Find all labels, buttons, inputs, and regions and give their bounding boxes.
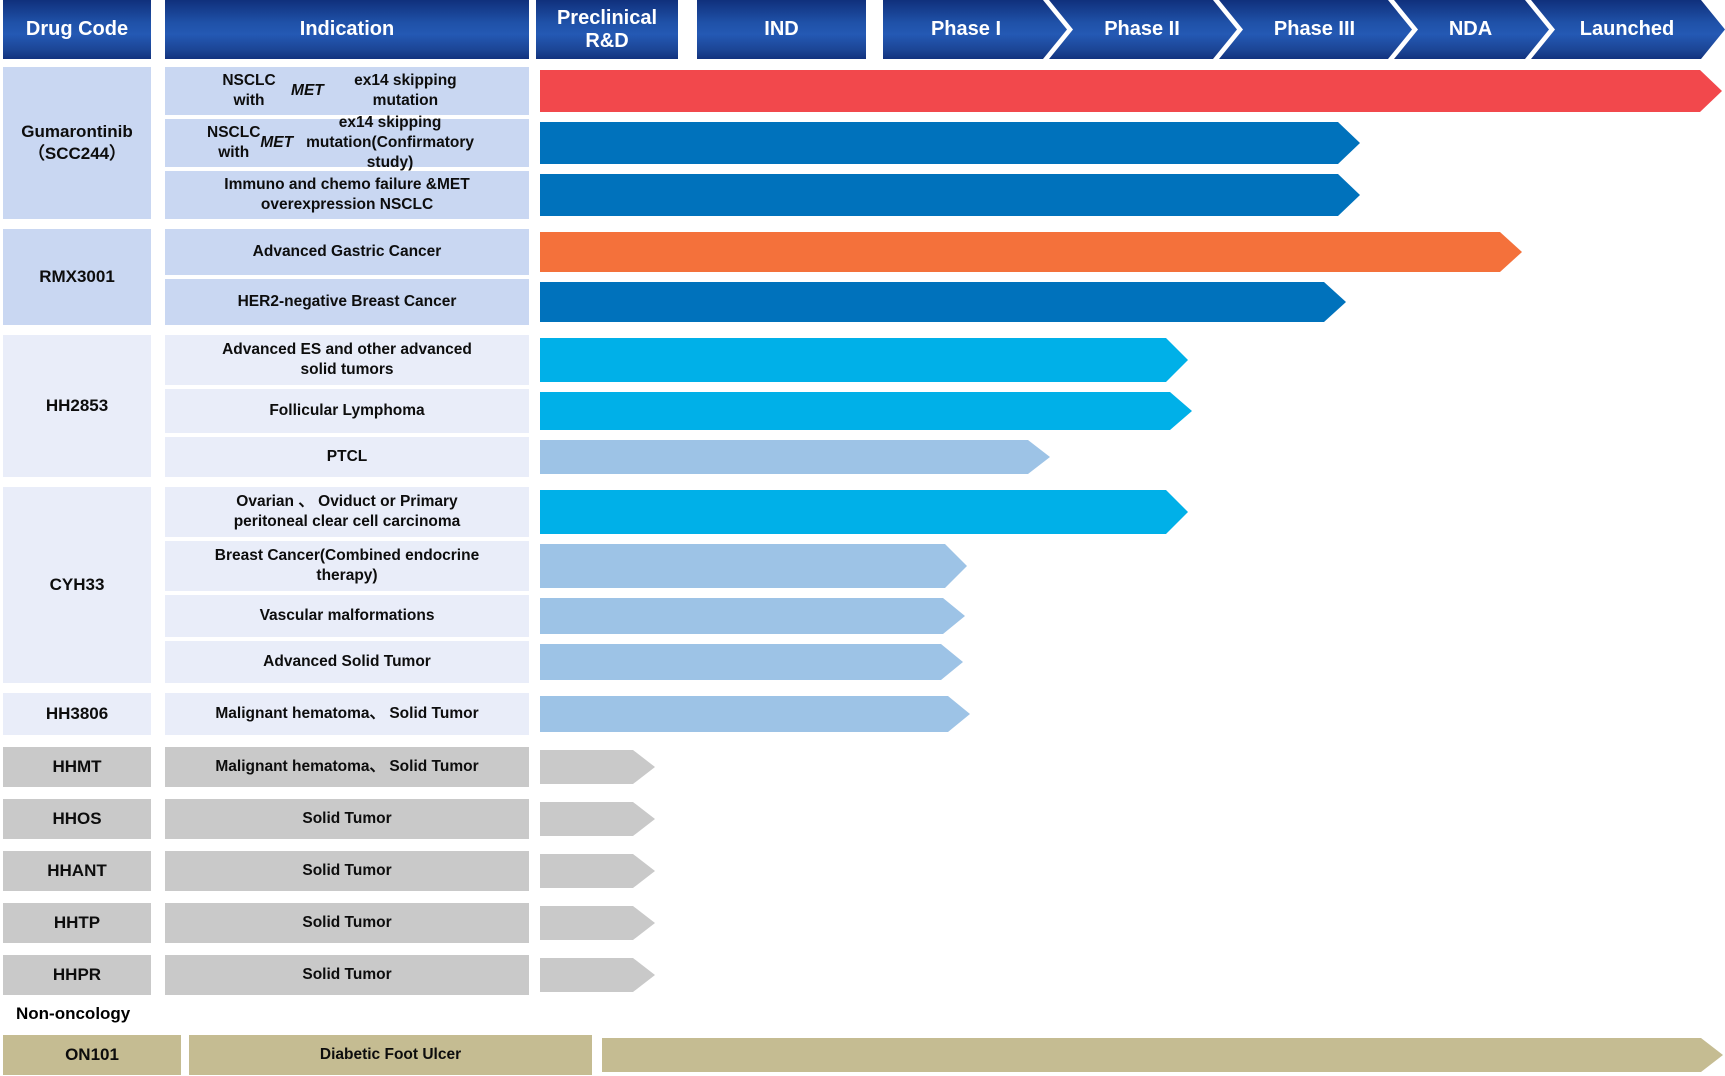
drug-code-cell: HH3806 — [3, 693, 151, 735]
indication-cell: Breast Cancer(Combined endocrine therapy… — [165, 541, 529, 591]
indication-cell: Diabetic Foot Ulcer — [189, 1035, 592, 1075]
stage-arrow — [540, 854, 655, 888]
stage-arrow — [540, 282, 1346, 322]
stage-arrow — [540, 958, 655, 992]
indication-cell: NSCLC with MET ex14 skipping mutation — [165, 67, 529, 115]
drug-code-cell: HHTP — [3, 903, 151, 943]
stage-arrow — [540, 338, 1188, 382]
indication-cell: Immuno and chemo failure &MET overexpres… — [165, 171, 529, 219]
stage-arrow — [540, 802, 655, 836]
indication-cell: Malignant hematoma、 Solid Tumor — [165, 693, 529, 735]
stage-arrow — [540, 544, 967, 588]
header-cell-launched: Launched — [1531, 0, 1725, 59]
indication-cell: Malignant hematoma、 Solid Tumor — [165, 747, 529, 787]
indication-cell: Ovarian 、 Oviduct or Primary peritoneal … — [165, 487, 529, 537]
indication-cell: Advanced ES and other advanced solid tum… — [165, 335, 529, 385]
stage-arrow — [540, 122, 1360, 164]
indication-cell: Advanced Solid Tumor — [165, 641, 529, 683]
drug-code-cell: Gumarontinib （SCC244） — [3, 67, 151, 219]
indication-cell: PTCL — [165, 437, 529, 477]
indication-cell: Advanced Gastric Cancer — [165, 229, 529, 275]
drug-code-cell: HH2853 — [3, 335, 151, 477]
stage-arrow — [540, 490, 1188, 534]
header-cell-indication: Indication — [165, 0, 529, 59]
header-cell-phase2: Phase II — [1049, 0, 1237, 59]
drug-code-cell: ON101 — [3, 1035, 181, 1075]
stage-arrow — [540, 696, 970, 732]
indication-cell: Follicular Lymphoma — [165, 389, 529, 433]
stage-arrow — [540, 70, 1722, 112]
drug-code-cell: HHMT — [3, 747, 151, 787]
stage-arrow — [540, 174, 1360, 216]
drug-code-cell: RMX3001 — [3, 229, 151, 325]
section-label-non-oncology: Non-oncology — [16, 1004, 131, 1023]
header-cell-phase1: Phase I — [883, 0, 1067, 59]
header-cell-drug-code: Drug Code — [3, 0, 151, 59]
indication-cell: Solid Tumor — [165, 851, 529, 891]
stage-arrow — [540, 392, 1192, 430]
indication-cell: Solid Tumor — [165, 955, 529, 995]
drug-code-cell: HHOS — [3, 799, 151, 839]
stage-arrow — [540, 598, 965, 634]
drug-code-cell: CYH33 — [3, 487, 151, 683]
header-cell-phase3: Phase III — [1219, 0, 1412, 59]
header-cell-nda: NDA — [1394, 0, 1549, 59]
stage-arrow — [602, 1038, 1723, 1072]
stage-arrow — [540, 644, 963, 680]
indication-cell: HER2-negative Breast Cancer — [165, 279, 529, 325]
stage-arrow — [540, 750, 655, 784]
drug-code-cell: HHPR — [3, 955, 151, 995]
drug-code-cell: HHANT — [3, 851, 151, 891]
header-cell-ind: IND — [697, 0, 866, 59]
indication-cell: Solid Tumor — [165, 903, 529, 943]
indication-cell: Vascular malformations — [165, 595, 529, 637]
stage-arrow — [540, 440, 1050, 474]
stage-arrow — [540, 232, 1522, 272]
stage-arrow — [540, 906, 655, 940]
indication-cell: Solid Tumor — [165, 799, 529, 839]
indication-cell: NSCLC with MET ex14 skipping mutation(Con… — [165, 114, 529, 171]
header-cell-preclinical: Preclinical R&D — [536, 0, 678, 59]
